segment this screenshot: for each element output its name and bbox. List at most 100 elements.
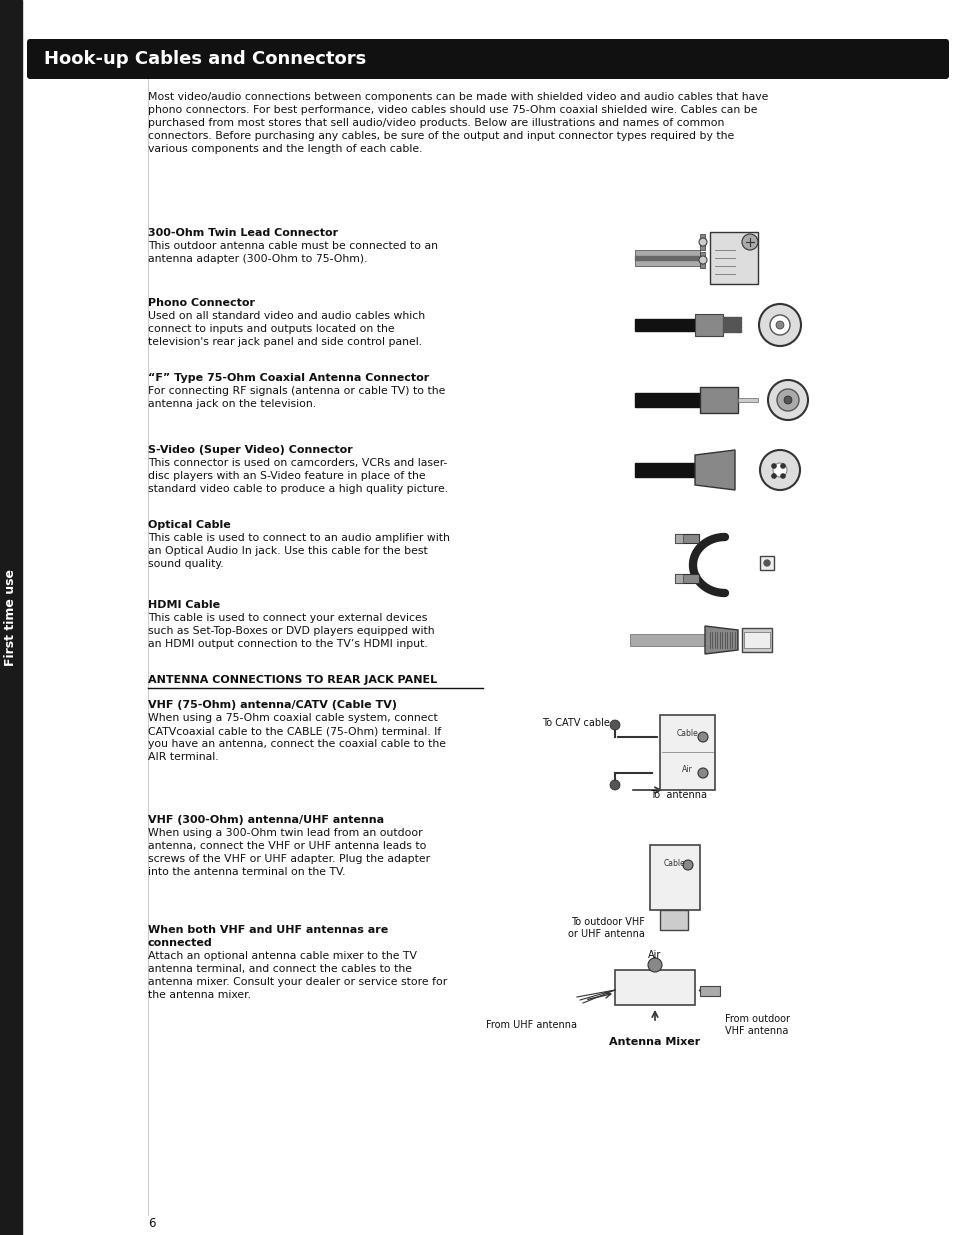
- Text: Attach an optional antenna cable mixer to the TV: Attach an optional antenna cable mixer t…: [148, 951, 416, 961]
- Circle shape: [771, 473, 776, 478]
- Text: Phono Connector: Phono Connector: [148, 298, 254, 308]
- Text: Used on all standard video and audio cables which: Used on all standard video and audio cab…: [148, 311, 425, 321]
- FancyBboxPatch shape: [27, 40, 948, 79]
- Text: To outdoor VHF: To outdoor VHF: [571, 918, 644, 927]
- Text: This cable is used to connect your external devices: This cable is used to connect your exter…: [148, 613, 427, 622]
- Circle shape: [772, 463, 786, 477]
- Text: CATVcoaxial cable to the CABLE (75-Ohm) terminal. If: CATVcoaxial cable to the CABLE (75-Ohm) …: [148, 726, 441, 736]
- Text: disc players with an S-Video feature in place of the: disc players with an S-Video feature in …: [148, 471, 425, 480]
- Text: antenna mixer. Consult your dealer or service store for: antenna mixer. Consult your dealer or se…: [148, 977, 447, 987]
- Bar: [700, 986, 720, 995]
- Bar: [722, 325, 740, 329]
- Bar: [709, 232, 758, 284]
- Bar: [675, 574, 682, 583]
- Bar: [741, 629, 771, 652]
- Circle shape: [780, 473, 784, 478]
- Bar: [695, 314, 722, 336]
- Circle shape: [609, 781, 619, 790]
- Text: When both VHF and UHF antennas are: When both VHF and UHF antennas are: [148, 925, 388, 935]
- Text: television's rear jack panel and side control panel.: television's rear jack panel and side co…: [148, 337, 421, 347]
- Circle shape: [699, 238, 706, 246]
- Circle shape: [760, 450, 800, 490]
- Text: First time use: First time use: [5, 569, 17, 666]
- Circle shape: [699, 256, 706, 264]
- Text: Cable: Cable: [663, 858, 685, 867]
- Bar: [659, 715, 714, 790]
- Bar: [722, 329, 740, 332]
- Text: When using a 300-Ohm twin lead from an outdoor: When using a 300-Ohm twin lead from an o…: [148, 827, 422, 839]
- Text: antenna terminal, and connect the cables to the: antenna terminal, and connect the cables…: [148, 965, 412, 974]
- Text: Antenna Mixer: Antenna Mixer: [609, 1037, 700, 1047]
- Bar: [700, 252, 704, 268]
- Text: an Optical Audio In jack. Use this cable for the best: an Optical Audio In jack. Use this cable…: [148, 546, 427, 556]
- Circle shape: [780, 463, 784, 468]
- Text: Cable: Cable: [676, 729, 698, 737]
- Text: AIR terminal.: AIR terminal.: [148, 752, 218, 762]
- Circle shape: [775, 321, 783, 329]
- Text: HDMI Cable: HDMI Cable: [148, 600, 220, 610]
- Bar: [722, 317, 740, 320]
- Circle shape: [763, 559, 769, 566]
- Bar: [760, 556, 773, 571]
- Circle shape: [771, 463, 776, 468]
- Polygon shape: [704, 626, 738, 655]
- Text: From outdoor
VHF antenna: From outdoor VHF antenna: [724, 1014, 789, 1036]
- Text: such as Set-Top-Boxes or DVD players equipped with: such as Set-Top-Boxes or DVD players equ…: [148, 626, 435, 636]
- Text: connectors. Before purchasing any cables, be sure of the output and input connec: connectors. Before purchasing any cables…: [148, 131, 734, 141]
- Bar: [635, 249, 700, 266]
- Circle shape: [769, 315, 789, 335]
- Text: This cable is used to connect to an audio amplifier with: This cable is used to connect to an audi…: [148, 534, 450, 543]
- Bar: [722, 321, 740, 324]
- Text: VHF (75-Ohm) antenna/CATV (Cable TV): VHF (75-Ohm) antenna/CATV (Cable TV): [148, 700, 396, 710]
- Bar: [629, 634, 704, 646]
- Bar: [738, 398, 758, 403]
- Circle shape: [698, 768, 707, 778]
- Text: Hook-up Cables and Connectors: Hook-up Cables and Connectors: [44, 49, 366, 68]
- Circle shape: [741, 233, 758, 249]
- Circle shape: [609, 720, 619, 730]
- Text: phono connectors. For best performance, video cables should use 75-Ohm coaxial s: phono connectors. For best performance, …: [148, 105, 757, 115]
- Text: standard video cable to produce a high quality picture.: standard video cable to produce a high q…: [148, 484, 448, 494]
- Bar: [649, 845, 700, 910]
- Text: sound quality.: sound quality.: [148, 559, 223, 569]
- Text: purchased from most stores that sell audio/video products. Below are illustratio: purchased from most stores that sell aud…: [148, 119, 723, 128]
- Text: antenna adapter (300-Ohm to 75-Ohm).: antenna adapter (300-Ohm to 75-Ohm).: [148, 254, 367, 264]
- Bar: [743, 632, 769, 648]
- Circle shape: [647, 958, 661, 972]
- Text: 300-Ohm Twin Lead Connector: 300-Ohm Twin Lead Connector: [148, 228, 337, 238]
- Text: This connector is used on camcorders, VCRs and laser-: This connector is used on camcorders, VC…: [148, 458, 447, 468]
- Bar: [659, 910, 687, 930]
- Text: screws of the VHF or UHF adapter. Plug the adapter: screws of the VHF or UHF adapter. Plug t…: [148, 853, 430, 864]
- Text: To CATV cable: To CATV cable: [541, 718, 609, 727]
- Text: This outdoor antenna cable must be connected to an: This outdoor antenna cable must be conne…: [148, 241, 437, 251]
- Bar: [635, 256, 700, 261]
- Text: ANTENNA CONNECTIONS TO REAR JACK PANEL: ANTENNA CONNECTIONS TO REAR JACK PANEL: [148, 676, 436, 685]
- Text: connect to inputs and outputs located on the: connect to inputs and outputs located on…: [148, 324, 395, 333]
- Text: you have an antenna, connect the coaxial cable to the: you have an antenna, connect the coaxial…: [148, 739, 446, 748]
- Text: 6: 6: [148, 1216, 155, 1230]
- Bar: [675, 574, 699, 583]
- Text: When using a 75-Ohm coaxial cable system, connect: When using a 75-Ohm coaxial cable system…: [148, 713, 437, 722]
- Text: VHF (300-Ohm) antenna/UHF antenna: VHF (300-Ohm) antenna/UHF antenna: [148, 815, 384, 825]
- Text: Air: Air: [648, 950, 661, 960]
- Text: Optical Cable: Optical Cable: [148, 520, 231, 530]
- Text: To  antenna: To antenna: [649, 790, 706, 800]
- Bar: [700, 387, 738, 412]
- Text: From UHF antenna: From UHF antenna: [485, 1020, 577, 1030]
- Circle shape: [776, 389, 799, 411]
- Text: or UHF antenna: or UHF antenna: [568, 929, 644, 939]
- Bar: [675, 534, 682, 543]
- Text: “F” Type 75-Ohm Coaxial Antenna Connector: “F” Type 75-Ohm Coaxial Antenna Connecto…: [148, 373, 429, 383]
- Text: For connecting RF signals (antenna or cable TV) to the: For connecting RF signals (antenna or ca…: [148, 387, 445, 396]
- Text: connected: connected: [148, 939, 213, 948]
- Text: antenna jack on the television.: antenna jack on the television.: [148, 399, 315, 409]
- Bar: [635, 319, 695, 331]
- Circle shape: [698, 732, 707, 742]
- Bar: [700, 233, 704, 249]
- Text: an HDMI output connection to the TV’s HDMI input.: an HDMI output connection to the TV’s HD…: [148, 638, 427, 650]
- Text: various components and the length of each cable.: various components and the length of eac…: [148, 144, 422, 154]
- Bar: [0, 0, 22, 1235]
- Circle shape: [783, 396, 791, 404]
- Bar: [635, 463, 695, 477]
- Bar: [675, 534, 699, 543]
